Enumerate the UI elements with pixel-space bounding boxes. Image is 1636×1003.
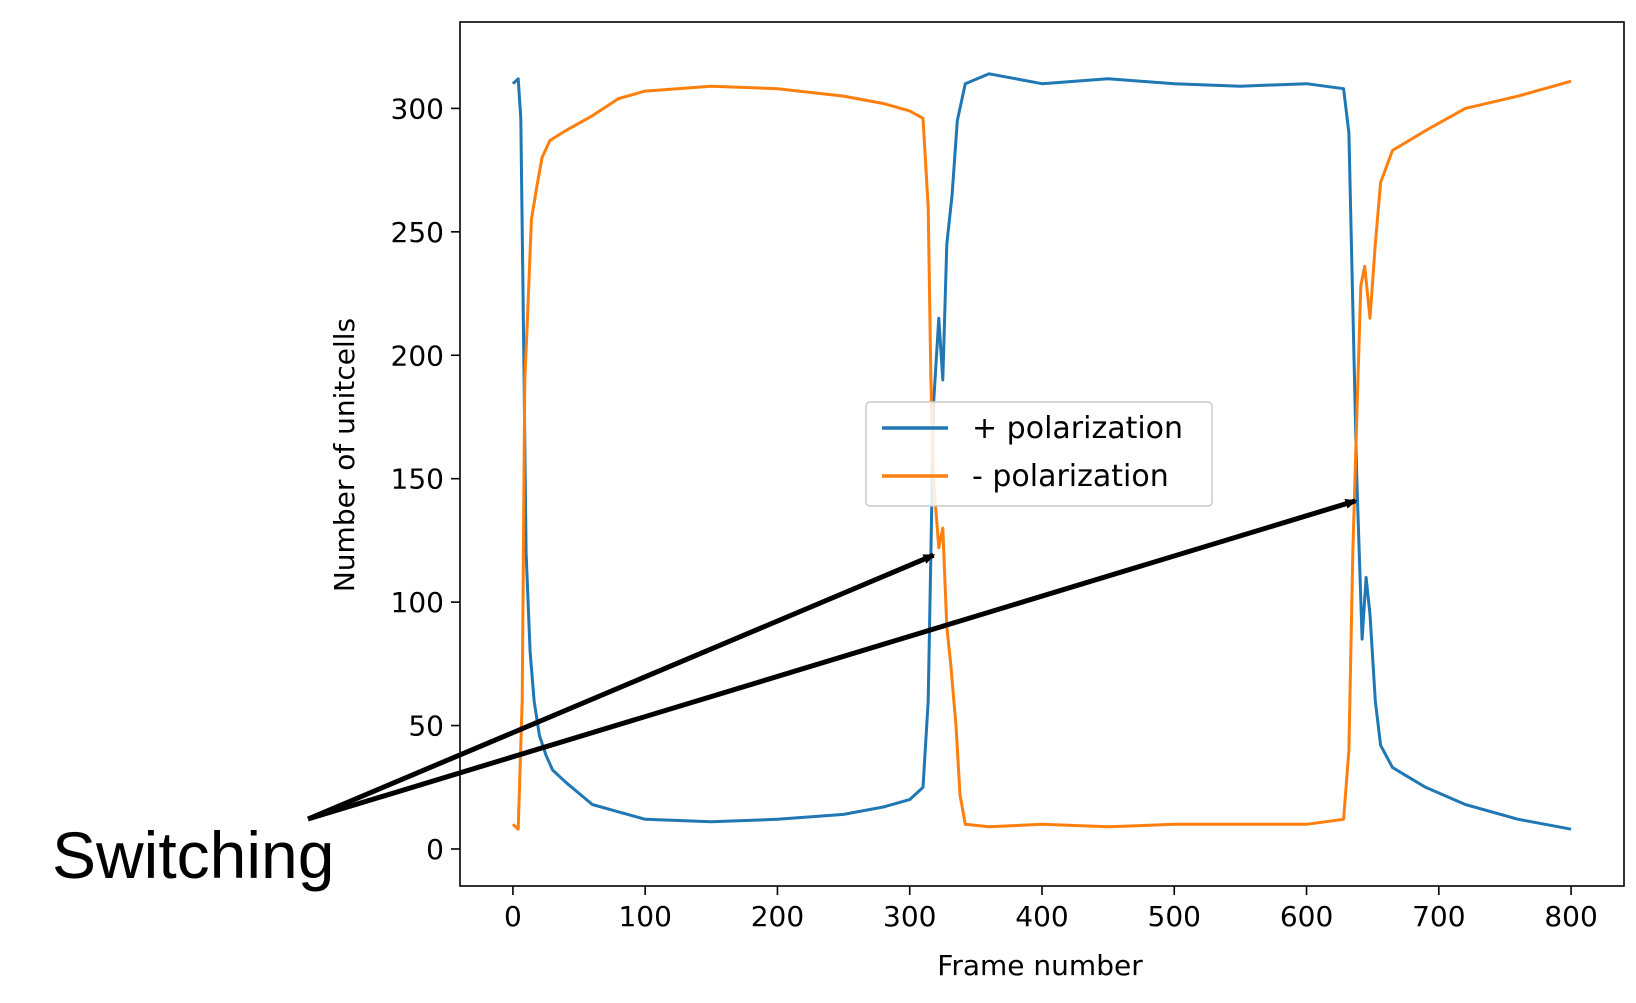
x-tick-label: 800 [1544, 900, 1597, 933]
x-tick-label: 500 [1148, 900, 1201, 933]
legend: + polarization - polarization [865, 401, 1213, 507]
y-tick-label: 0 [426, 833, 444, 866]
legend-label-plus: + polarization [972, 411, 1183, 446]
x-tick-label: 700 [1412, 900, 1465, 933]
y-tick-label: 150 [391, 463, 444, 496]
y-tick-label: 200 [391, 339, 444, 372]
x-tick-label: 0 [504, 900, 522, 933]
x-axis-ticks: 0 100 200 300 400 500 600 700 800 [504, 886, 1598, 933]
switching-arrow-1 [307, 552, 936, 822]
x-axis-label: Frame number [937, 949, 1143, 982]
x-tick-label: 600 [1280, 900, 1333, 933]
plot-frame [459, 21, 1625, 887]
legend-label-minus: - polarization [972, 459, 1169, 494]
y-axis-label: Number of unitcells [328, 318, 361, 592]
x-tick-label: 100 [618, 900, 671, 933]
y-tick-label: 50 [408, 710, 444, 743]
y-tick-label: 250 [391, 216, 444, 249]
series-line-plus-polarization [511, 72, 1572, 831]
switching-arrow-2 [307, 498, 1358, 822]
switching-annotation-label: Switching [52, 818, 334, 892]
x-tick-label: 400 [1015, 900, 1068, 933]
switching-annotation [307, 498, 1358, 822]
x-tick-label: 200 [751, 900, 804, 933]
y-tick-label: 100 [391, 586, 444, 619]
x-tick-label: 300 [883, 900, 936, 933]
y-axis-ticks: 0 50 100 150 200 250 300 [391, 92, 460, 866]
legend-box [865, 401, 1213, 507]
y-tick-label: 300 [391, 92, 444, 125]
